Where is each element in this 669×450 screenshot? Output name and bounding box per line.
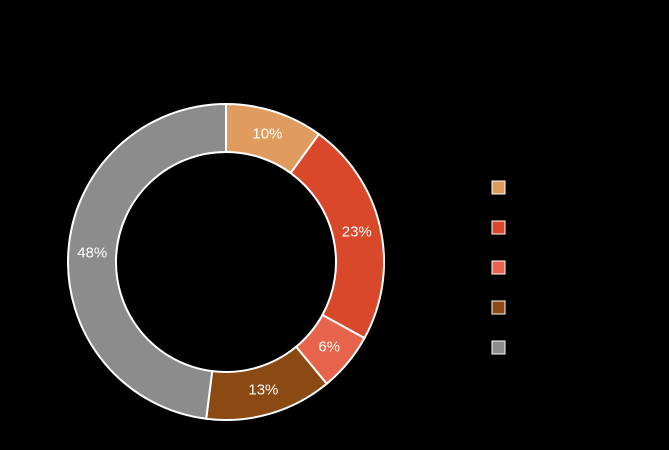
legend-swatch	[491, 180, 506, 195]
data-label: 10%	[252, 126, 282, 143]
legend-swatch	[491, 220, 506, 235]
donut-segment	[67, 102, 227, 420]
data-label: 6%	[318, 338, 340, 355]
legend-swatch	[491, 340, 506, 355]
legend-swatch	[491, 300, 506, 315]
data-label: 23%	[342, 224, 372, 241]
data-label: 13%	[248, 382, 278, 399]
legend-swatch	[491, 260, 506, 275]
data-label: 48%	[77, 245, 107, 262]
